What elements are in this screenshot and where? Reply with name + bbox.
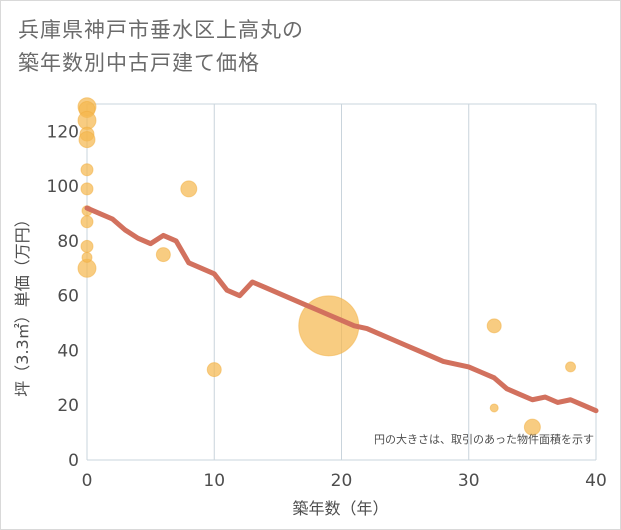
bubbles — [77, 97, 577, 436]
bubble-point — [78, 131, 96, 149]
x-axis-label: 築年数（年） — [292, 499, 388, 518]
bubble-point — [80, 163, 94, 177]
x-tick-label: 0 — [82, 471, 93, 491]
x-tick-label: 30 — [458, 471, 480, 491]
bubble-point — [180, 180, 198, 198]
y-tick-label: 20 — [57, 396, 79, 416]
bubble-point — [523, 418, 541, 436]
y-tick-label: 120 — [47, 122, 79, 142]
bubble-point — [80, 215, 94, 229]
y-tick-label: 40 — [57, 341, 79, 361]
bubble-point — [155, 247, 171, 263]
bubble-point — [80, 182, 94, 196]
x-tick-label: 10 — [203, 471, 225, 491]
y-tick-labels: 0 20 40 60 80 100 120 — [47, 122, 79, 471]
trend-line — [84, 205, 599, 414]
x-tick-labels: 0 10 20 30 40 — [82, 471, 607, 491]
y-axis-label: 坪（3.3㎡）単価（万円） — [13, 211, 32, 396]
x-tick-label: 20 — [331, 471, 353, 491]
bubble-point — [206, 362, 222, 378]
chart-title: 兵庫県神戸市垂水区上高丸の 築年数別中古戸建て価格 — [18, 14, 304, 80]
x-tick-label: 40 — [585, 471, 607, 491]
trend-line-layer — [84, 205, 599, 414]
y-tick-label: 100 — [47, 177, 79, 197]
chart-title-line-2: 築年数別中古戸建て価格 — [18, 51, 260, 75]
y-tick-label: 80 — [57, 232, 79, 252]
y-tick-label: 0 — [68, 451, 79, 471]
bubble-point — [565, 361, 577, 373]
bubble-point — [80, 239, 94, 253]
y-tick-label: 60 — [57, 287, 79, 307]
size-note: 円の大きさは、取引のあった物件面積を示す — [374, 432, 594, 446]
bubble-point — [489, 403, 499, 413]
bubble-point — [486, 318, 502, 334]
chart-title-line-1: 兵庫県神戸市垂水区上高丸の — [18, 18, 304, 42]
bubble-point — [81, 251, 93, 263]
